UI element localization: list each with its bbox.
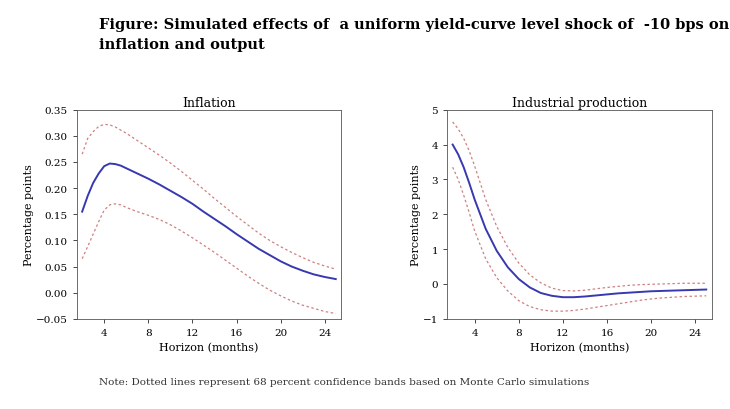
Y-axis label: Percentage points: Percentage points — [411, 164, 421, 265]
Title: Industrial production: Industrial production — [512, 96, 647, 109]
Text: Note: Dotted lines represent 68 percent confidence bands based on Monte Carlo si: Note: Dotted lines represent 68 percent … — [99, 378, 589, 387]
Title: Inflation: Inflation — [182, 96, 236, 109]
Text: Figure: Simulated effects of  a uniform yield-curve level shock of  -10 bps on
i: Figure: Simulated effects of a uniform y… — [99, 18, 729, 52]
X-axis label: Horizon (months): Horizon (months) — [530, 343, 629, 353]
Y-axis label: Percentage points: Percentage points — [24, 164, 34, 265]
X-axis label: Horizon (months): Horizon (months) — [159, 343, 258, 353]
